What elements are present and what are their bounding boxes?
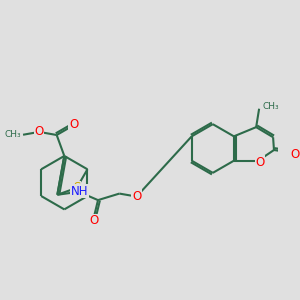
Text: CH₃: CH₃ <box>4 130 21 139</box>
Text: CH₃: CH₃ <box>263 102 279 111</box>
Text: O: O <box>69 118 78 131</box>
Text: NH: NH <box>70 185 88 198</box>
Text: S: S <box>73 181 80 194</box>
Text: O: O <box>290 148 299 161</box>
Text: O: O <box>89 214 98 227</box>
Text: O: O <box>34 125 44 138</box>
Text: O: O <box>132 190 141 203</box>
Text: O: O <box>255 156 264 169</box>
